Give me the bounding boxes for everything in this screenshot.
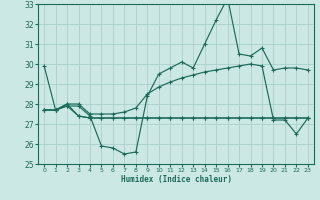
X-axis label: Humidex (Indice chaleur): Humidex (Indice chaleur): [121, 175, 231, 184]
